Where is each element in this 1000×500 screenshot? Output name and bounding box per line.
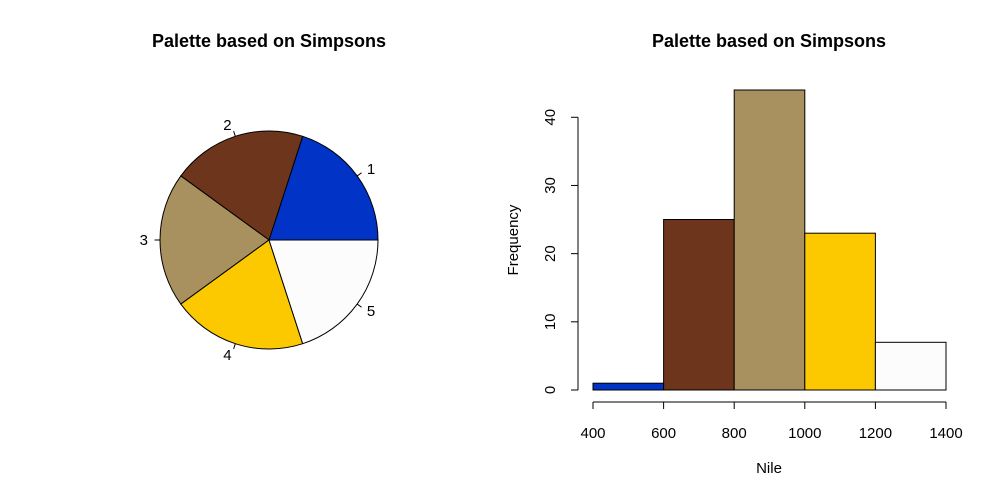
x-tick-label: 400: [580, 425, 605, 442]
y-tick-label: 40: [542, 109, 559, 126]
histogram-bar-1200-1400: [874, 341, 947, 391]
pie-label-tick-1: [356, 172, 362, 177]
pie-panel: Palette based on Simpsons 1 2 3 4 5: [140, 31, 386, 364]
pie-label-2: 2: [223, 117, 231, 134]
histogram-panel: Palette based on Simpsons 400 600 800 1000 1…: [505, 31, 963, 477]
pie-label-4: 4: [223, 347, 231, 364]
x-tick-label: 800: [722, 425, 747, 442]
histogram-bars: [592, 89, 947, 391]
x-axis-label: Nile: [756, 460, 782, 477]
x-tick-label: 600: [651, 425, 676, 442]
pie-labels: 1 2 3 4 5: [140, 117, 376, 364]
x-axis: 400 600 800 1000 1200 1400: [580, 401, 963, 442]
histogram-bar-400-600: [592, 382, 665, 391]
x-tick-label: 1000: [788, 425, 821, 442]
pie-slice-3: [159, 175, 270, 305]
pie-label-5: 5: [367, 303, 375, 320]
y-axis-label: Frequency: [505, 204, 522, 275]
y-tick-label: 30: [542, 177, 559, 194]
pie-label-tick-4: [233, 343, 236, 350]
histogram-bar-800-1000: [733, 89, 806, 391]
y-tick-label: 20: [542, 245, 559, 262]
pie-title: Palette based on Simpsons: [152, 31, 386, 51]
pie-label-tick-2: [233, 130, 236, 137]
histogram-bar-1000-1200: [804, 232, 876, 391]
pie-label-1: 1: [367, 161, 375, 178]
y-tick-label: 10: [542, 313, 559, 330]
pie-label-3: 3: [140, 232, 148, 249]
x-tick-label: 1200: [859, 425, 892, 442]
y-axis: 0 10 20 30 40: [542, 109, 579, 394]
histogram-title: Palette based on Simpsons: [652, 31, 886, 51]
pie-label-tick-5: [356, 303, 362, 308]
y-tick-label: 0: [542, 386, 559, 394]
histogram-bar-600-800: [663, 219, 735, 391]
x-tick-label: 1400: [929, 425, 962, 442]
pie-slices: [159, 130, 379, 350]
